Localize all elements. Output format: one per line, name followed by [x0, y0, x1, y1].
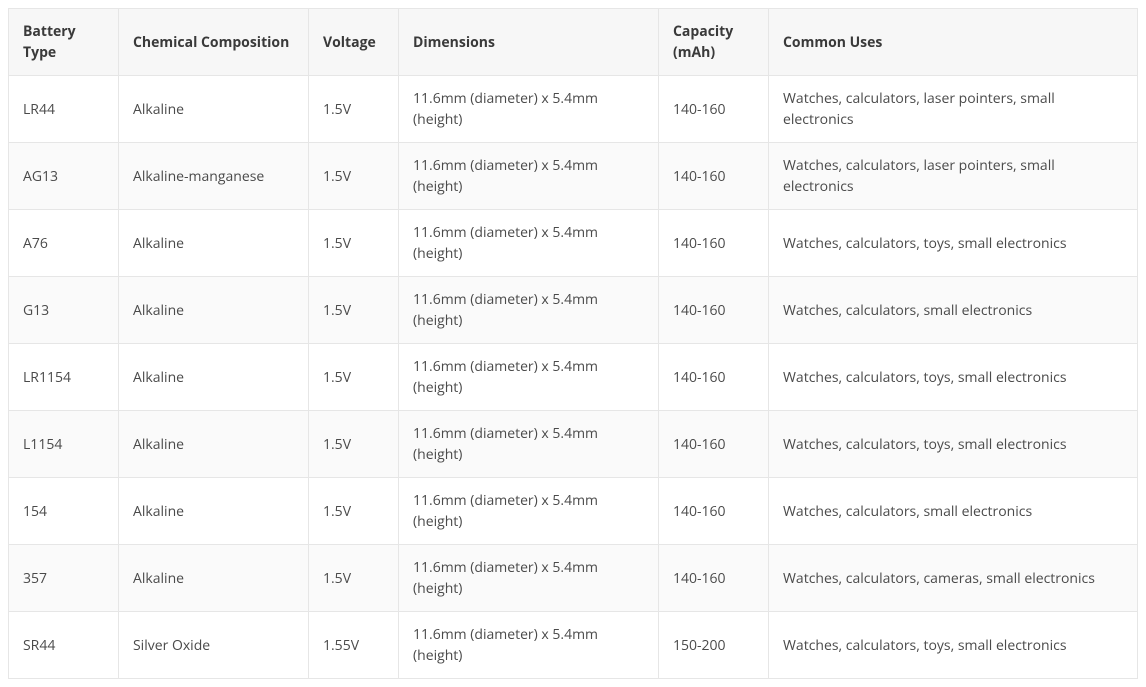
cell-capacity: 140-160 — [659, 545, 769, 612]
cell-dimensions: 11.6mm (diameter) x 5.4mm (height) — [399, 277, 659, 344]
cell-battery-type: A76 — [9, 210, 119, 277]
cell-voltage: 1.55V — [309, 612, 399, 679]
cell-dimensions: 11.6mm (diameter) x 5.4mm (height) — [399, 612, 659, 679]
cell-voltage: 1.5V — [309, 76, 399, 143]
cell-chemical-composition: Alkaline — [119, 210, 309, 277]
cell-common-uses: Watches, calculators, small electronics — [769, 277, 1138, 344]
cell-dimensions: 11.6mm (diameter) x 5.4mm (height) — [399, 411, 659, 478]
table-row: 357 Alkaline 1.5V 11.6mm (diameter) x 5.… — [9, 545, 1138, 612]
col-header-capacity: Capacity (mAh) — [659, 9, 769, 76]
cell-dimensions: 11.6mm (diameter) x 5.4mm (height) — [399, 545, 659, 612]
cell-voltage: 1.5V — [309, 143, 399, 210]
cell-battery-type: 357 — [9, 545, 119, 612]
cell-battery-type: AG13 — [9, 143, 119, 210]
cell-battery-type: SR44 — [9, 612, 119, 679]
cell-chemical-composition: Silver Oxide — [119, 612, 309, 679]
cell-capacity: 140-160 — [659, 411, 769, 478]
cell-voltage: 1.5V — [309, 344, 399, 411]
cell-chemical-composition: Alkaline — [119, 277, 309, 344]
cell-battery-type: G13 — [9, 277, 119, 344]
cell-common-uses: Watches, calculators, small electronics — [769, 478, 1138, 545]
cell-capacity: 140-160 — [659, 76, 769, 143]
cell-common-uses: Watches, calculators, cameras, small ele… — [769, 545, 1138, 612]
cell-voltage: 1.5V — [309, 545, 399, 612]
cell-voltage: 1.5V — [309, 210, 399, 277]
table-row: G13 Alkaline 1.5V 11.6mm (diameter) x 5.… — [9, 277, 1138, 344]
col-header-dimensions: Dimensions — [399, 9, 659, 76]
cell-chemical-composition: Alkaline — [119, 411, 309, 478]
table-row: LR44 Alkaline 1.5V 11.6mm (diameter) x 5… — [9, 76, 1138, 143]
cell-battery-type: L1154 — [9, 411, 119, 478]
cell-voltage: 1.5V — [309, 478, 399, 545]
battery-spec-table: Battery Type Chemical Composition Voltag… — [8, 8, 1138, 679]
cell-chemical-composition: Alkaline — [119, 76, 309, 143]
table-row: A76 Alkaline 1.5V 11.6mm (diameter) x 5.… — [9, 210, 1138, 277]
cell-capacity: 140-160 — [659, 277, 769, 344]
cell-dimensions: 11.6mm (diameter) x 5.4mm (height) — [399, 210, 659, 277]
cell-battery-type: 154 — [9, 478, 119, 545]
cell-voltage: 1.5V — [309, 411, 399, 478]
cell-common-uses: Watches, calculators, laser pointers, sm… — [769, 76, 1138, 143]
cell-chemical-composition: Alkaline — [119, 344, 309, 411]
cell-battery-type: LR44 — [9, 76, 119, 143]
table-header: Battery Type Chemical Composition Voltag… — [9, 9, 1138, 76]
cell-dimensions: 11.6mm (diameter) x 5.4mm (height) — [399, 478, 659, 545]
cell-common-uses: Watches, calculators, toys, small electr… — [769, 411, 1138, 478]
cell-common-uses: Watches, calculators, toys, small electr… — [769, 210, 1138, 277]
col-header-voltage: Voltage — [309, 9, 399, 76]
table-body: LR44 Alkaline 1.5V 11.6mm (diameter) x 5… — [9, 76, 1138, 679]
cell-voltage: 1.5V — [309, 277, 399, 344]
cell-chemical-composition: Alkaline-manganese — [119, 143, 309, 210]
cell-capacity: 150-200 — [659, 612, 769, 679]
table-row: LR1154 Alkaline 1.5V 11.6mm (diameter) x… — [9, 344, 1138, 411]
header-row: Battery Type Chemical Composition Voltag… — [9, 9, 1138, 76]
table-row: SR44 Silver Oxide 1.55V 11.6mm (diameter… — [9, 612, 1138, 679]
cell-common-uses: Watches, calculators, toys, small electr… — [769, 344, 1138, 411]
table-row: 154 Alkaline 1.5V 11.6mm (diameter) x 5.… — [9, 478, 1138, 545]
cell-dimensions: 11.6mm (diameter) x 5.4mm (height) — [399, 76, 659, 143]
cell-capacity: 140-160 — [659, 143, 769, 210]
col-header-chemical-composition: Chemical Composition — [119, 9, 309, 76]
table-row: AG13 Alkaline-manganese 1.5V 11.6mm (dia… — [9, 143, 1138, 210]
table-row: L1154 Alkaline 1.5V 11.6mm (diameter) x … — [9, 411, 1138, 478]
cell-capacity: 140-160 — [659, 210, 769, 277]
col-header-battery-type: Battery Type — [9, 9, 119, 76]
cell-dimensions: 11.6mm (diameter) x 5.4mm (height) — [399, 344, 659, 411]
col-header-common-uses: Common Uses — [769, 9, 1138, 76]
cell-chemical-composition: Alkaline — [119, 545, 309, 612]
cell-common-uses: Watches, calculators, laser pointers, sm… — [769, 143, 1138, 210]
cell-common-uses: Watches, calculators, toys, small electr… — [769, 612, 1138, 679]
cell-battery-type: LR1154 — [9, 344, 119, 411]
cell-capacity: 140-160 — [659, 478, 769, 545]
cell-dimensions: 11.6mm (diameter) x 5.4mm (height) — [399, 143, 659, 210]
cell-capacity: 140-160 — [659, 344, 769, 411]
cell-chemical-composition: Alkaline — [119, 478, 309, 545]
